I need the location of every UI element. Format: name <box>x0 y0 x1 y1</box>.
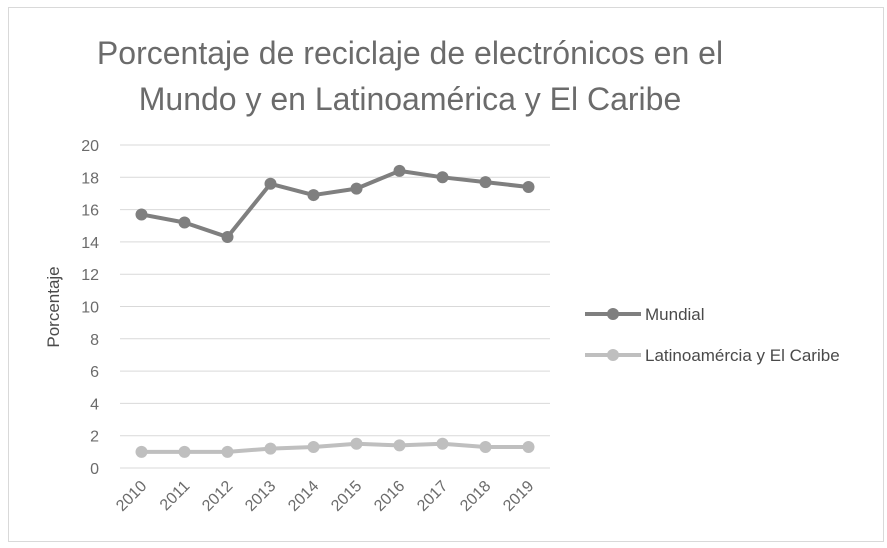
y-axis-label: Porcentaje <box>44 266 63 347</box>
y-tick-labels: 0 2 4 6 8 10 12 14 16 18 20 <box>81 138 99 478</box>
data-point-1-2010 <box>135 208 148 221</box>
data-point-2-2011 <box>178 445 191 458</box>
x-tick-label-2016: 2016 <box>371 478 408 515</box>
data-point-2-2014 <box>307 441 320 454</box>
legend-label-2: Latinoamércia y El Caribe <box>645 346 840 365</box>
data-point-2-2018 <box>479 441 492 454</box>
x-tick-label-2017: 2017 <box>414 478 451 515</box>
data-point-1-2011 <box>178 216 191 229</box>
y-tick-label-0: 0 <box>90 461 99 478</box>
y-tick-label-20: 20 <box>81 138 99 155</box>
x-tick-label-2010: 2010 <box>113 478 150 515</box>
x-tick-label-2019: 2019 <box>500 478 537 515</box>
y-tick-label-4: 4 <box>90 396 99 413</box>
data-point-1-2017 <box>436 171 449 184</box>
gridlines <box>120 144 550 469</box>
y-tick-label-16: 16 <box>81 203 99 220</box>
x-tick-label-2012: 2012 <box>199 478 236 515</box>
data-point-1-2018 <box>479 176 492 189</box>
x-tick-labels: 2010 2011 2012 2013 2014 2015 2016 2017 2018 2019 <box>113 478 537 515</box>
x-tick-label-2011: 2011 <box>157 478 193 514</box>
x-tick-label-2018: 2018 <box>457 478 494 515</box>
chart-title-line-1: Porcentaje de reciclaje de electrónicos … <box>96 35 724 71</box>
data-point-2-2016 <box>393 439 406 452</box>
data-point-1-2019 <box>522 180 535 193</box>
data-point-2-2019 <box>522 441 535 454</box>
y-tick-label-18: 18 <box>81 170 99 187</box>
data-point-1-2012 <box>221 231 234 244</box>
data-point-1-2014 <box>307 189 320 202</box>
x-tick-label-2015: 2015 <box>328 478 365 515</box>
legend-label-1: Mundial <box>645 305 705 324</box>
data-point-2-2013 <box>264 442 277 455</box>
legend: Mundial Latinoamércia y El Caribe <box>585 305 840 365</box>
data-point-2-2010 <box>135 445 148 458</box>
data-point-2-2015 <box>350 437 363 450</box>
y-tick-label-12: 12 <box>81 267 99 284</box>
series-group <box>135 164 535 458</box>
chart-title: Porcentaje de reciclaje de electrónicos … <box>60 30 760 122</box>
series-line-2 <box>141 441 529 454</box>
x-tick-label-2013: 2013 <box>242 478 279 515</box>
data-point-1-2013 <box>264 177 277 190</box>
y-tick-label-14: 14 <box>81 235 99 252</box>
data-point-1-2016 <box>393 164 406 177</box>
legend-swatch-marker-1 <box>607 308 619 320</box>
y-tick-label-10: 10 <box>81 300 99 317</box>
series-line-1 <box>141 168 529 240</box>
legend-swatch-marker-2 <box>607 349 619 361</box>
data-point-2-2012 <box>221 445 234 458</box>
chart-title-line-2: Mundo y en Latinoamérica y El Caribe <box>138 81 682 117</box>
y-tick-label-6: 6 <box>90 364 99 381</box>
y-tick-label-2: 2 <box>90 429 99 446</box>
y-tick-label-8: 8 <box>90 332 99 349</box>
data-point-1-2015 <box>350 182 363 195</box>
x-tick-label-2014: 2014 <box>285 478 322 515</box>
data-point-2-2017 <box>436 437 449 450</box>
